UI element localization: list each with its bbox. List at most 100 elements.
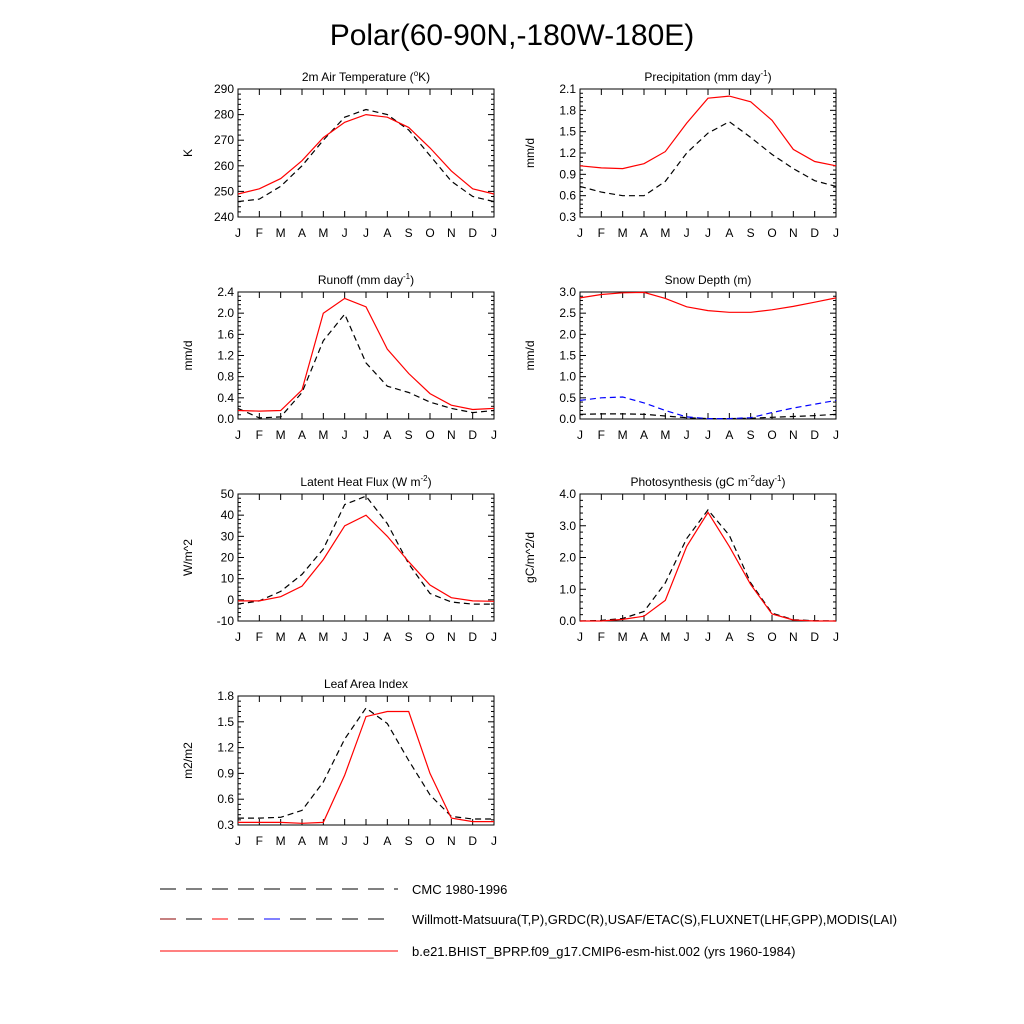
xtick-label: J bbox=[705, 226, 711, 240]
ytick-label: 0.6 bbox=[559, 189, 576, 203]
plot-frame bbox=[237, 695, 495, 826]
xtick-label: J bbox=[491, 226, 497, 240]
panel-title: Precipitation (mm day-1) bbox=[644, 69, 771, 84]
xtick-label: F bbox=[256, 226, 263, 240]
xtick-label: J bbox=[342, 428, 348, 442]
ytick-label: 1.8 bbox=[559, 103, 576, 117]
xtick-label: J bbox=[833, 226, 839, 240]
xtick-label: N bbox=[789, 428, 798, 442]
series-model bbox=[237, 113, 495, 195]
xtick-label: M bbox=[618, 428, 628, 442]
ytick-label: 0.3 bbox=[217, 818, 234, 832]
panel-0: 2m Air Temperature (oK) 240 250 260 270 280 29… bbox=[181, 69, 497, 240]
ytick-label: 270 bbox=[214, 133, 234, 147]
series-model bbox=[237, 297, 495, 412]
ytick-label: 280 bbox=[214, 108, 234, 122]
ytick-label: 0.0 bbox=[217, 412, 234, 426]
xtick-label: J bbox=[833, 630, 839, 644]
ylabel: mm/d bbox=[523, 341, 537, 371]
ytick-label: 250 bbox=[214, 184, 234, 198]
xtick-label: D bbox=[468, 630, 477, 644]
series-model bbox=[579, 291, 837, 313]
xtick-label: M bbox=[660, 226, 670, 240]
legend-label: CMC 1980-1996 bbox=[412, 882, 507, 897]
ylabel: mm/d bbox=[181, 341, 195, 371]
xtick-label: M bbox=[618, 226, 628, 240]
xtick-label: J bbox=[577, 428, 583, 442]
xtick-label: J bbox=[577, 630, 583, 644]
ytick-label: 0.6 bbox=[217, 792, 234, 806]
xtick-label: A bbox=[298, 226, 306, 240]
ytick-label: 260 bbox=[214, 159, 234, 173]
ytick-label: 2.0 bbox=[559, 551, 576, 565]
xtick-label: S bbox=[747, 630, 755, 644]
ylabel: gC/m^2/d bbox=[523, 532, 537, 583]
plot-frame bbox=[237, 88, 495, 218]
legend: CMC 1980-1996 Willmott-Matsuura(T,P),GRDC… bbox=[160, 882, 897, 959]
ytick-label: 0.8 bbox=[217, 370, 234, 384]
xtick-label: A bbox=[640, 226, 648, 240]
ytick-label: 40 bbox=[221, 508, 235, 522]
xtick-label: J bbox=[833, 428, 839, 442]
panel-title: 2m Air Temperature (oK) bbox=[302, 69, 430, 84]
xtick-label: N bbox=[447, 226, 456, 240]
panel-title: Leaf Area Index bbox=[324, 677, 408, 691]
xtick-label: S bbox=[405, 428, 413, 442]
xtick-label: A bbox=[725, 428, 733, 442]
xtick-label: O bbox=[767, 630, 776, 644]
panel-5: Photosynthesis (gC m-2day-1) 0.0 1.0 2.0 3.0… bbox=[523, 474, 839, 644]
ytick-label: 3.0 bbox=[559, 285, 576, 299]
xtick-label: A bbox=[725, 226, 733, 240]
legend-item-1: Willmott-Matsuura(T,P),GRDC(R),USAF/ETAC… bbox=[160, 912, 897, 927]
ytick-label: 2.4 bbox=[217, 285, 234, 299]
ylabel: m2/m2 bbox=[181, 742, 195, 779]
xtick-label: M bbox=[318, 428, 328, 442]
xtick-label: J bbox=[235, 428, 241, 442]
xtick-label: J bbox=[705, 428, 711, 442]
ylabel: K bbox=[181, 149, 195, 157]
xtick-label: S bbox=[747, 226, 755, 240]
xtick-label: M bbox=[318, 834, 328, 848]
panel-title: Photosynthesis (gC m-2day-1) bbox=[631, 474, 786, 489]
series-obs bbox=[237, 108, 495, 203]
panel-2: Runoff (mm day-1) 0.0 0.4 0.8 1.2 1.6 2.0 2.4 mm… bbox=[181, 272, 497, 442]
xtick-label: J bbox=[684, 226, 690, 240]
xtick-label: M bbox=[318, 226, 328, 240]
figure-title: Polar(60-90N,-180W-180E) bbox=[330, 19, 695, 52]
series-obs bbox=[579, 413, 837, 420]
panel-title: Snow Depth (m) bbox=[665, 273, 752, 287]
xtick-label: M bbox=[276, 428, 286, 442]
xtick-label: J bbox=[235, 834, 241, 848]
legend-item-0: CMC 1980-1996 bbox=[160, 882, 507, 897]
ytick-label: 0.9 bbox=[559, 167, 576, 181]
xtick-label: J bbox=[235, 226, 241, 240]
xtick-label: N bbox=[447, 630, 456, 644]
ytick-label: 10 bbox=[221, 572, 235, 586]
ytick-label: -10 bbox=[217, 614, 235, 628]
xtick-label: M bbox=[276, 834, 286, 848]
ytick-label: 1.2 bbox=[217, 349, 234, 363]
ytick-label: 0.3 bbox=[559, 210, 576, 224]
ytick-label: 1.0 bbox=[559, 582, 576, 596]
ytick-label: 4.0 bbox=[559, 487, 576, 501]
xtick-label: O bbox=[425, 630, 434, 644]
panel-title: Runoff (mm day-1) bbox=[318, 272, 414, 287]
series-model bbox=[580, 511, 836, 622]
xtick-label: M bbox=[276, 630, 286, 644]
xtick-label: A bbox=[383, 834, 391, 848]
xtick-label: J bbox=[342, 834, 348, 848]
xtick-label: N bbox=[789, 630, 798, 644]
xtick-label: J bbox=[491, 630, 497, 644]
legend-item-2: b.e21.BHIST_BPRP.f09_g17.CMIP6-esm-hist.… bbox=[160, 944, 795, 959]
plot-frame bbox=[579, 88, 837, 218]
series-obs bbox=[238, 707, 494, 820]
xtick-label: S bbox=[405, 226, 413, 240]
xtick-label: A bbox=[383, 428, 391, 442]
xtick-label: A bbox=[298, 630, 306, 644]
ytick-label: 0.5 bbox=[559, 391, 576, 405]
xtick-label: A bbox=[640, 630, 648, 644]
series-model bbox=[238, 514, 495, 602]
ytick-label: 290 bbox=[214, 82, 234, 96]
ytick-label: 0 bbox=[227, 593, 234, 607]
